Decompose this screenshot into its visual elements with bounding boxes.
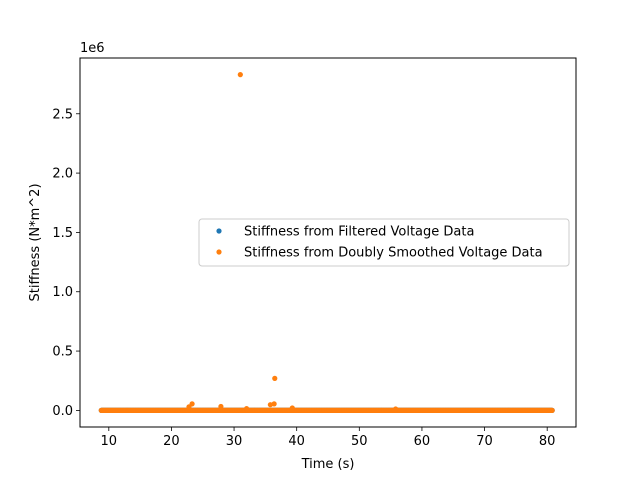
- x-tick-label: 60: [414, 434, 431, 449]
- data-point: [549, 407, 555, 413]
- y-axis-label: Stiffness (N*m^2): [28, 183, 43, 301]
- series-1: [98, 72, 555, 413]
- x-tick-label: 80: [539, 434, 556, 449]
- x-axis-label: Time (s): [301, 457, 355, 472]
- legend-box: [198, 218, 570, 267]
- x-tick-label: 10: [101, 434, 118, 449]
- plot-frame: [79, 57, 577, 428]
- x-tick-label: 40: [288, 434, 305, 449]
- y-tick-label: 1.0: [52, 285, 73, 300]
- x-tick-label: 70: [476, 434, 493, 449]
- y-tick-label: 1.5: [52, 226, 73, 241]
- data-point-outlier: [186, 404, 192, 410]
- legend-label-doubly-smoothed: Stiffness from Doubly Smoothed Voltage D…: [244, 246, 543, 261]
- data-point-outlier: [271, 401, 277, 407]
- legend: Stiffness from Filtered Voltage Data Sti…: [198, 218, 570, 267]
- data-point-outlier: [237, 72, 243, 78]
- data-point-outlier: [272, 375, 278, 381]
- legend-marker-doubly-smoothed: [216, 249, 222, 255]
- data-point-outlier: [218, 403, 224, 410]
- y-offset-label: 1e6: [80, 41, 105, 56]
- x-tick-label: 20: [163, 434, 180, 449]
- x-tick-label: 30: [226, 434, 243, 449]
- x-axis: 10 20 30 40 50 60 70 80: [101, 427, 556, 449]
- data-point-outlier: [243, 406, 250, 412]
- x-tick-label: 50: [351, 434, 368, 449]
- data-point-outlier: [393, 406, 399, 412]
- y-tick-label: 0.0: [52, 404, 73, 419]
- y-axis: 0.0 0.5 1.0 1.5 2.0 2.5: [52, 107, 80, 419]
- y-tick-label: 2.0: [52, 167, 73, 182]
- data-point-outlier: [289, 405, 295, 411]
- legend-marker-filtered: [216, 228, 222, 234]
- y-tick-label: 2.5: [52, 107, 73, 122]
- y-tick-label: 0.5: [52, 345, 73, 360]
- legend-label-filtered: Stiffness from Filtered Voltage Data: [244, 225, 474, 240]
- plot-marks: [98, 72, 555, 413]
